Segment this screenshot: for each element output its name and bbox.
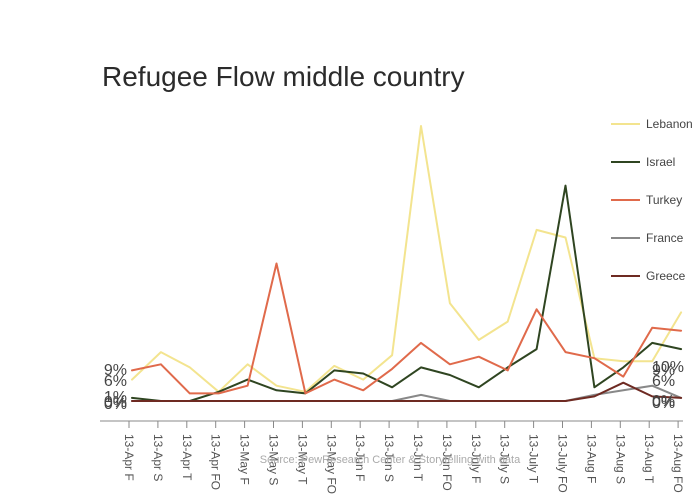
x-tick-label: 13-Apr T — [180, 434, 194, 481]
series-line-israel — [131, 184, 683, 402]
x-tick-label: 13-May F — [238, 434, 252, 485]
x-tick-label: 13-Apr FO — [209, 434, 223, 490]
end-label-france: 0% — [652, 393, 675, 410]
end-label-lebanon: 10% — [652, 359, 684, 376]
chart-title: Refugee Flow middle country — [102, 61, 465, 92]
x-tick-label: 13-Aug T — [642, 434, 656, 484]
legend-label-greece: Greece — [646, 269, 686, 283]
start-value-labels: 9%6%1%0%0% — [104, 362, 127, 413]
series-line-greece — [131, 381, 683, 402]
x-tick-label: 13-May FO — [324, 434, 338, 494]
start-label-lebanon: 9% — [104, 362, 127, 379]
end-value-labels: 10%9%6%0%0% — [652, 359, 684, 412]
series-line-turkey — [131, 262, 683, 395]
series-lines — [131, 125, 683, 402]
x-tick-label: 13-Apr F — [122, 434, 136, 481]
x-tick-label: 13-July T — [527, 434, 541, 484]
legend-label-turkey: Turkey — [646, 193, 682, 207]
x-tick-label: 13-Aug FO — [671, 434, 685, 493]
legend-label-france: France — [646, 231, 684, 245]
x-axis-ticks: 13-Apr F 13-Apr S 13-Apr T 13-Apr FO 13-May … — [122, 421, 685, 494]
x-tick-label: 13-July FO — [556, 434, 570, 493]
x-tick-label: 13-Jun F — [353, 434, 367, 481]
x-tick-label: 13-May S — [267, 434, 281, 485]
x-tick-label: 13-Jun FO — [440, 434, 454, 491]
x-tick-label: 13-Aug S — [613, 434, 627, 484]
source-note: Source: PewResearch Center & Storytellin… — [260, 454, 521, 466]
series-line-lebanon — [131, 125, 683, 393]
start-label-greece: 0% — [104, 396, 127, 413]
end-label-israel: 9% — [652, 362, 675, 379]
x-tick-label: 13-May T — [295, 434, 309, 485]
end-label-turkey: 6% — [652, 373, 675, 390]
legend-label-lebanon: Lebanon — [646, 117, 693, 131]
start-label-israel: 6% — [104, 373, 127, 390]
legend: Lebanon Israel Turkey France Greece — [611, 117, 693, 283]
x-tick-label: 13-July S — [498, 434, 512, 484]
start-label-turkey: 1% — [104, 389, 127, 406]
x-tick-label: 13-July F — [469, 434, 483, 483]
legend-label-israel: Israel — [646, 155, 675, 169]
x-tick-label: 13-Aug F — [584, 434, 598, 483]
x-tick-label: 13-Apr S — [151, 434, 165, 481]
end-label-greece: 0% — [652, 395, 675, 412]
x-tick-label: 13-Jun T — [411, 434, 425, 482]
x-tick-label: 13-Jun S — [382, 434, 396, 482]
start-label-france: 0% — [104, 394, 127, 411]
